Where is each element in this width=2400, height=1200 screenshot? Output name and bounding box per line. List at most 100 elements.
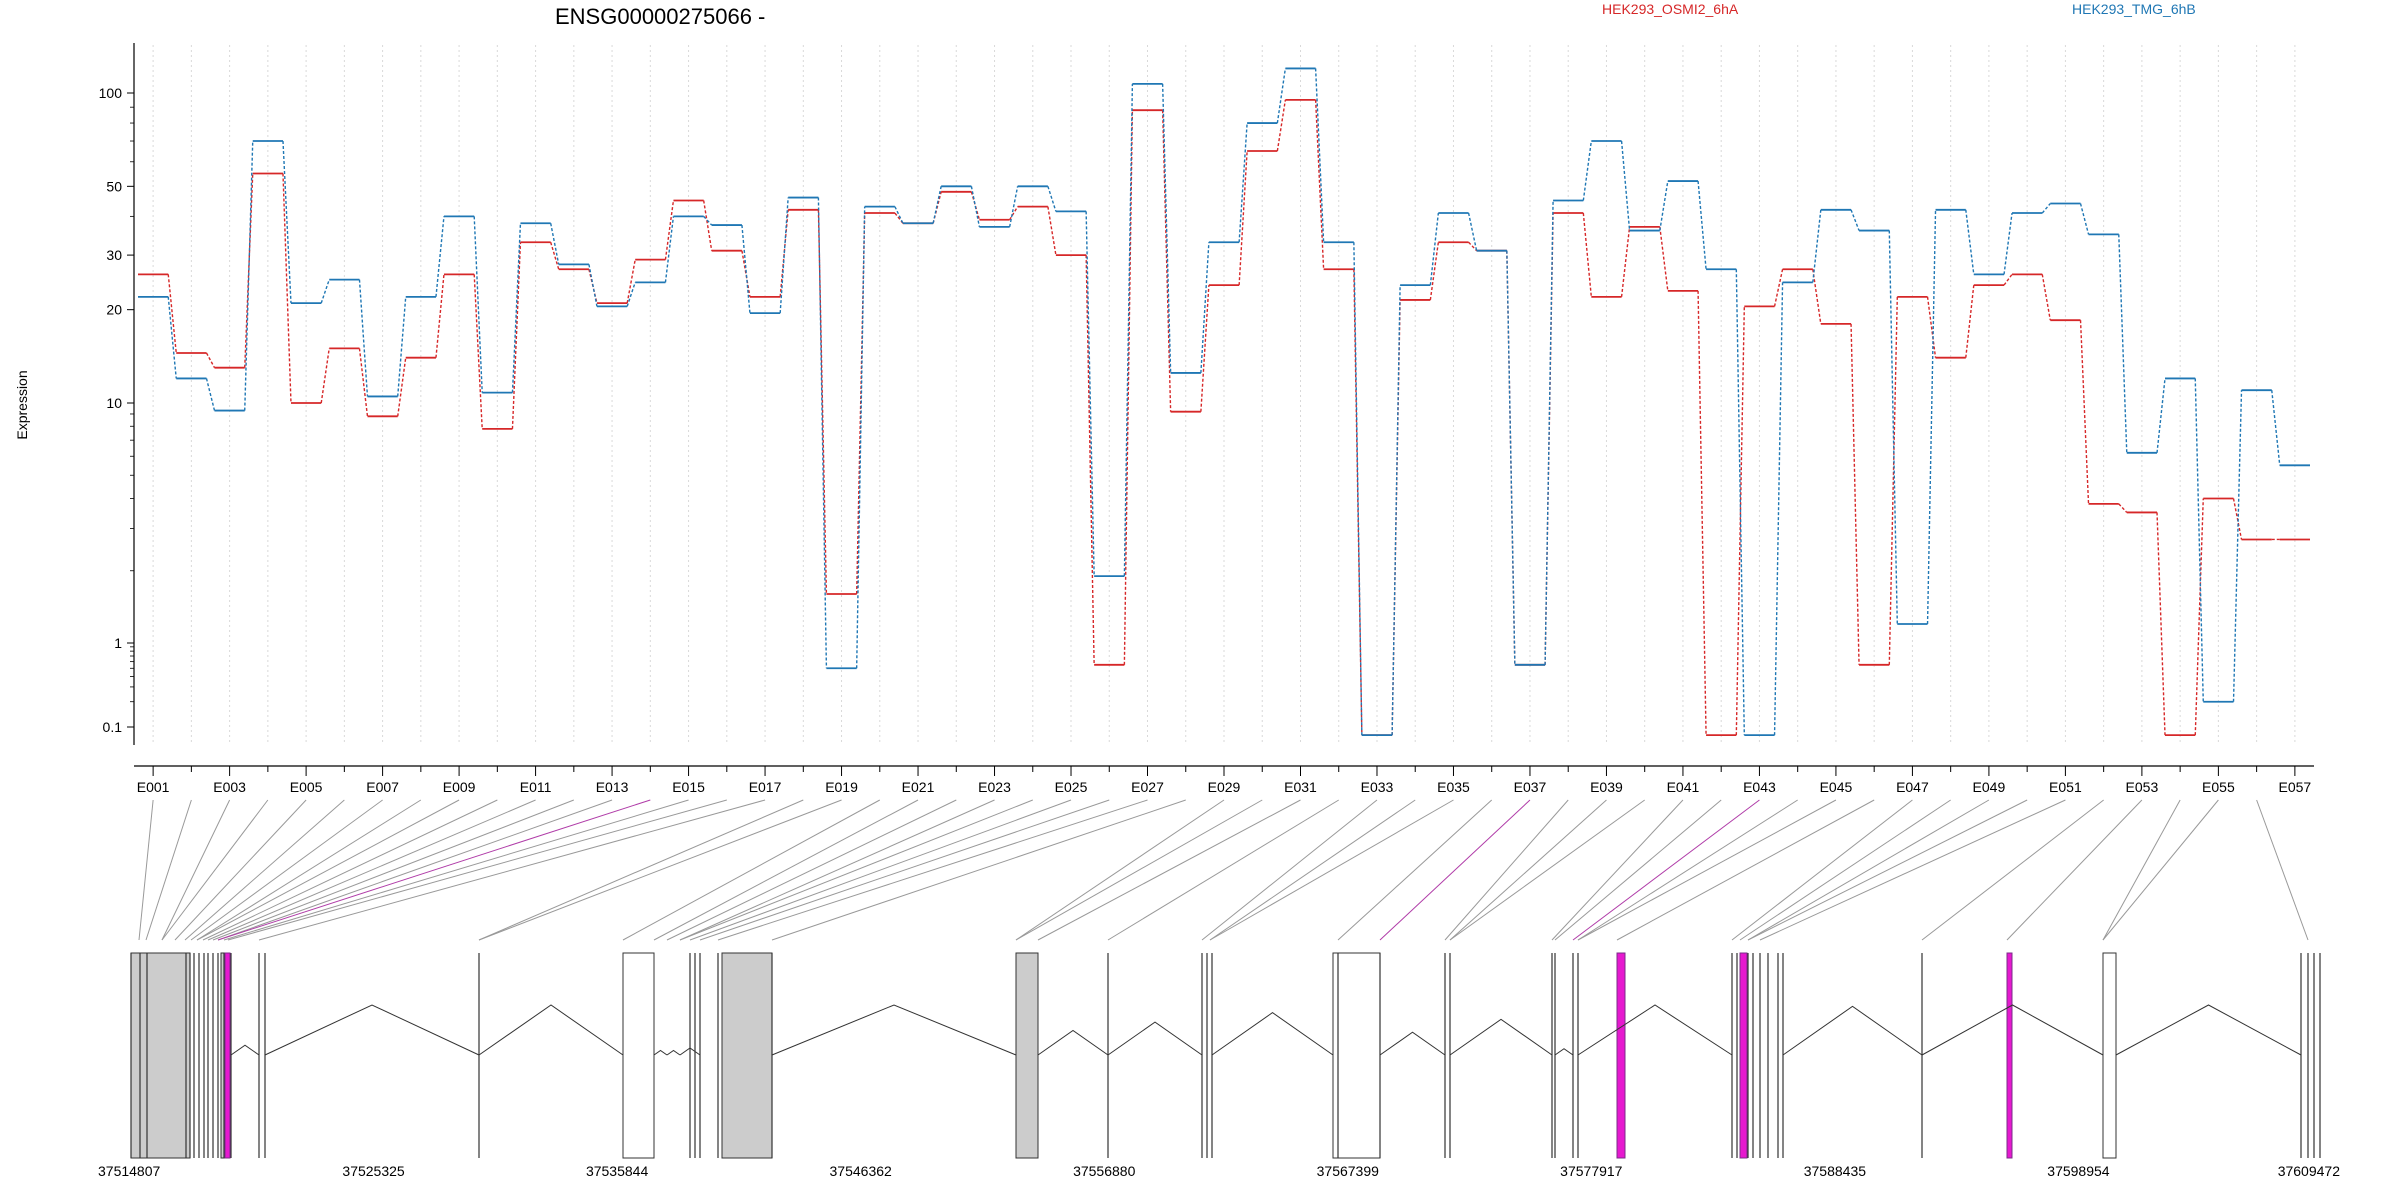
step-connector (1926, 296, 1937, 358)
step-connector (2271, 390, 2281, 466)
exon-connector (1616, 799, 1875, 941)
x-tick-label: E043 (1743, 779, 1776, 795)
exon-connector (212, 799, 575, 941)
step-connector (550, 242, 560, 270)
x-tick-label: E053 (2126, 779, 2159, 795)
step-connector (1544, 200, 1554, 665)
step-connector (282, 173, 292, 404)
exon-connector (1449, 799, 1645, 941)
chart-title: ENSG00000275066 - (555, 4, 765, 29)
step-connector (2156, 378, 2166, 453)
intron-line (666, 1049, 681, 1056)
coordinate-label: 37609472 (2278, 1163, 2341, 1179)
x-tick-label: E013 (596, 779, 629, 795)
exon-connector (666, 799, 957, 941)
step-connector (2118, 234, 2128, 453)
x-tick-label: E045 (1820, 779, 1853, 795)
coordinate-label: 37577917 (1560, 1163, 1623, 1179)
step-connector (1200, 242, 1210, 374)
coordinate-label: 37546362 (830, 1163, 893, 1179)
x-tick-label: E049 (1973, 779, 2006, 795)
step-connector (1620, 140, 1631, 231)
step-connector (1620, 226, 1631, 297)
x-tick-label: E039 (1590, 779, 1623, 795)
step-connector (664, 216, 675, 283)
step-connector (435, 274, 445, 358)
x-tick-label: E007 (366, 779, 399, 795)
step-connector (2003, 273, 2013, 286)
exon-connector (1015, 799, 1263, 941)
step-connector (894, 206, 904, 224)
step-connector (473, 216, 483, 393)
exon-connector (1449, 799, 1607, 941)
exon-connector (2006, 799, 2143, 941)
exon-connector (1015, 799, 1225, 941)
step-connector (1773, 282, 1784, 736)
exon-connector (699, 799, 1110, 941)
exon-connector (1444, 799, 1569, 941)
step-connector (741, 224, 751, 314)
step-connector (2194, 378, 2204, 702)
intron-line (1554, 1048, 1574, 1056)
exon-connector (1379, 799, 1531, 941)
step-connector (205, 378, 216, 411)
step-connector (550, 223, 560, 265)
coordinate-label: 37556880 (1073, 1163, 1136, 1179)
step-connector (1888, 230, 1898, 625)
exon-block-shaded (1015, 952, 1039, 1159)
x-tick-label: E005 (290, 779, 323, 795)
coordinate-label: 37588435 (1804, 1163, 1867, 1179)
step-connector (1238, 150, 1248, 286)
x-axis: E001 E003 E005 E007 E009 E011 E013 E015 E017 E019… (134, 765, 2314, 795)
step-connector (2079, 203, 2090, 235)
step-connector (1085, 255, 1095, 665)
step-connector (1965, 209, 1975, 275)
step-connector (320, 279, 330, 304)
x-tick-label: E025 (1055, 779, 1088, 795)
step-connector (1123, 110, 1134, 665)
series-tmg (138, 67, 2310, 737)
intron-line (1782, 1005, 1923, 1056)
step-connector (932, 186, 942, 224)
step-connector (2041, 274, 2051, 321)
step-connector (970, 186, 981, 227)
exon-connector (1731, 799, 1913, 941)
x-tick-label: E029 (1208, 779, 1241, 795)
legend-entry-osmi2: HEK293_OSMI2_6hA (1602, 1, 1739, 17)
exon-connector (1337, 799, 1493, 941)
x-tick-label: E023 (978, 779, 1011, 795)
exon-connector (202, 799, 498, 941)
x-tick-label: E051 (2049, 779, 2082, 795)
gene-model (130, 952, 2321, 1159)
plot-series (138, 67, 2310, 737)
exon-connector (1554, 799, 1722, 941)
step-connector (1850, 323, 1860, 665)
exon-connector (1739, 799, 1951, 941)
step-connector (855, 206, 866, 669)
coordinate-label: 37525325 (342, 1163, 405, 1179)
coordinate-label: 37514807 (98, 1163, 161, 1179)
intron-line (679, 1047, 701, 1056)
exon-connector (1201, 799, 1378, 941)
exon-connector (1209, 799, 1416, 941)
step-connector (1506, 250, 1516, 665)
step-connector (702, 200, 713, 251)
exon-connector (2256, 799, 2309, 941)
exon-connector (1759, 799, 2066, 941)
exon-block-shaded (130, 952, 191, 1159)
step-connector (1965, 285, 1975, 358)
x-tick-label: E057 (2279, 779, 2312, 795)
exon-connector (689, 799, 1072, 941)
step-connector (855, 213, 866, 595)
exon-connector (1551, 799, 1684, 941)
exon-connector (2102, 799, 2181, 941)
exon-connector (478, 799, 842, 941)
y-tick-label: 100 (99, 85, 123, 101)
step-connector (511, 223, 522, 393)
step-connector (397, 296, 407, 397)
x-tick-label: E009 (443, 779, 476, 795)
exon-connector (622, 799, 881, 941)
exon-block (2102, 952, 2117, 1159)
x-tick-label: E019 (825, 779, 858, 795)
exon-connector (1921, 799, 2104, 941)
